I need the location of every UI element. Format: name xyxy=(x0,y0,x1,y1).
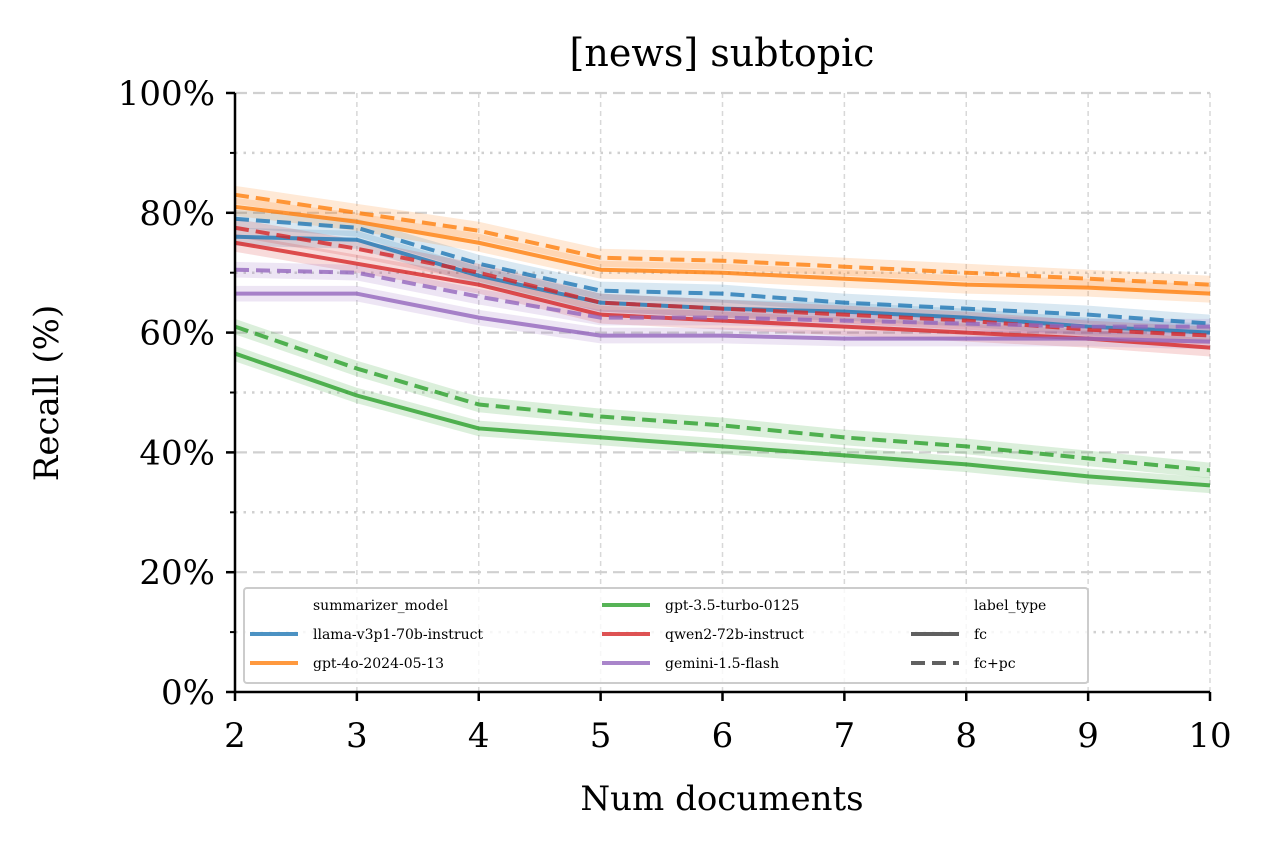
x-tick-label: 9 xyxy=(1077,716,1099,756)
series-line xyxy=(235,291,1211,344)
y-tick-label: 40% xyxy=(139,433,215,473)
x-tick-label: 10 xyxy=(1188,716,1231,756)
x-tick-label: 7 xyxy=(834,716,856,756)
legend-title: summarizer_model xyxy=(313,598,449,614)
series-line xyxy=(234,192,1211,287)
series-lines xyxy=(234,192,1211,488)
series-line xyxy=(234,216,1211,326)
confidence-band xyxy=(235,209,1210,333)
legend-label: qwen2-72b-instruct xyxy=(665,627,804,643)
series-line xyxy=(234,267,1210,329)
legend-label: fc+pc xyxy=(974,656,1016,672)
legend-label: fc xyxy=(974,627,987,643)
series-line xyxy=(234,225,1211,338)
confidence-band xyxy=(235,185,1210,294)
legend: summarizer_model llama-v3p1-70b-instruct g… xyxy=(243,587,1089,684)
series-line xyxy=(234,324,1211,473)
x-axis-label: Num documents xyxy=(580,779,863,819)
y-tick-label: 60% xyxy=(139,314,215,354)
legend-frame xyxy=(243,587,1089,684)
confidence-band xyxy=(235,218,1210,345)
x-tick-label: 4 xyxy=(468,716,490,756)
confidence-band xyxy=(235,197,1210,303)
y-tick-label: 0% xyxy=(161,673,215,713)
legend-label: gpt-3.5-turbo-0125 xyxy=(665,598,799,614)
x-tick-label: 5 xyxy=(590,716,612,756)
x-tick-label: 8 xyxy=(955,716,977,756)
confidence-band xyxy=(235,233,1210,357)
x-tick-label: 6 xyxy=(712,716,734,756)
y-tick-label: 100% xyxy=(118,74,215,114)
y-axis-label: Recall (%) xyxy=(27,305,67,481)
confidence-band xyxy=(235,227,1210,342)
x-tick-label: 3 xyxy=(346,716,368,756)
legend-title: label_type xyxy=(974,598,1046,614)
axes: 0% 20% 40% 60% 80% 100% 2 3 4 5 6 7 8 9 10 xyxy=(118,74,1232,756)
legend-label: gemini-1.5-flash xyxy=(665,656,779,672)
y-tick-label: 20% xyxy=(139,553,215,593)
x-tick-label: 2 xyxy=(224,716,246,756)
series-line xyxy=(234,204,1211,296)
legend-label: llama-v3p1-70b-instruct xyxy=(313,627,483,643)
legend-label: gpt-4o-2024-05-13 xyxy=(313,656,444,672)
series-line xyxy=(234,351,1211,488)
y-tick-label: 80% xyxy=(139,194,215,234)
chart-title: [news] subtopic xyxy=(570,31,875,75)
